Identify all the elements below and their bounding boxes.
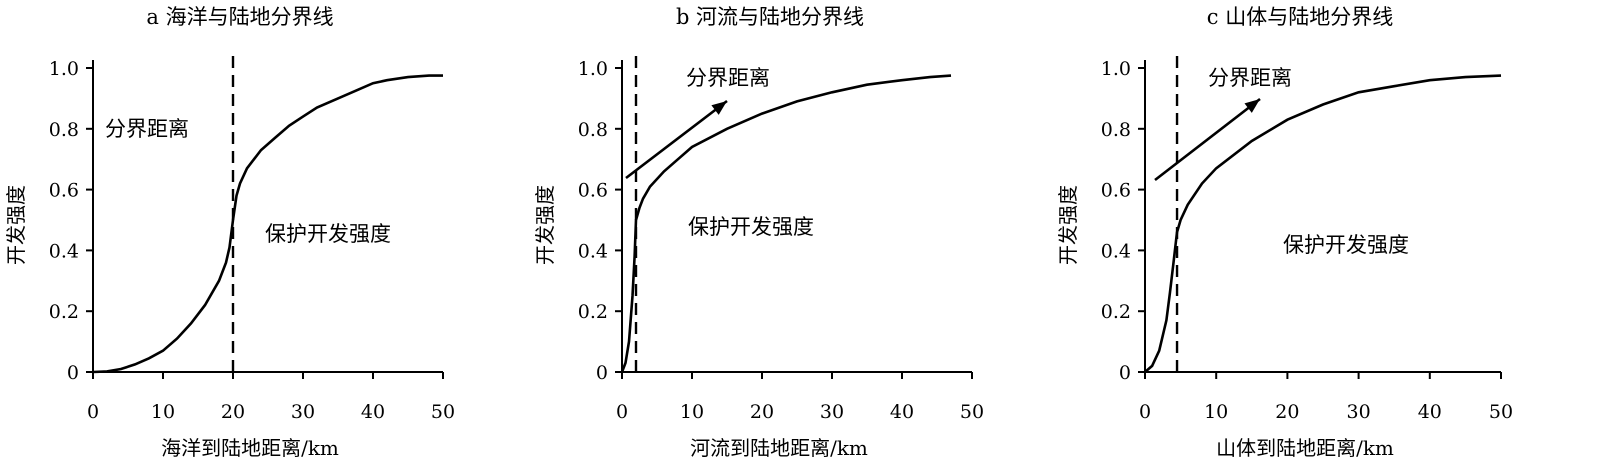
boundary-distance-label: 分界距离 [105, 117, 189, 141]
development-curve [620, 74, 952, 373]
y-tick-label: 0 [596, 362, 608, 384]
arrow-head-icon [1244, 99, 1260, 113]
chart-title: b 河流与陆地分界线 [676, 5, 864, 29]
x-tick-label: 20 [750, 401, 774, 423]
x-axis-label: 河流到陆地距离/km [690, 436, 868, 460]
y-tick-label: 0.8 [49, 119, 79, 141]
x-tick-label: 40 [890, 401, 914, 423]
y-axis-label: 开发强度 [533, 185, 557, 265]
x-tick-label: 30 [820, 401, 844, 423]
boundary-distance-label: 分界距离 [686, 66, 770, 90]
development-curve [1144, 74, 1502, 373]
x-tick-label: 0 [616, 401, 628, 423]
chart-title: c 山体与陆地分界线 [1207, 5, 1393, 29]
y-tick-label: 0.4 [1101, 240, 1131, 262]
y-axis-label: 开发强度 [1056, 185, 1080, 265]
protected-intensity-label: 保护开发强度 [1283, 233, 1409, 257]
x-tick-label: 50 [1489, 401, 1513, 423]
protected-intensity-label: 保护开发强度 [265, 222, 391, 246]
x-axis-label: 山体到陆地距离/km [1216, 436, 1394, 460]
boundary-distance-label: 分界距离 [1208, 66, 1292, 90]
y-tick-label: 0 [67, 362, 79, 384]
x-tick-label: 20 [221, 401, 245, 423]
x-tick-label: 0 [1139, 401, 1151, 423]
x-tick-label: 30 [291, 401, 315, 423]
x-tick-label: 10 [680, 401, 704, 423]
y-tick-label: 0.6 [49, 180, 79, 202]
y-tick-label: 0.8 [578, 119, 608, 141]
y-tick-label: 0.2 [578, 301, 608, 323]
boundary-distance-arrow [1154, 97, 1261, 182]
x-tick-label: 50 [960, 401, 984, 423]
x-tick-label: 30 [1347, 401, 1371, 423]
x-axis-label: 海洋到陆地距离/km [161, 436, 339, 460]
y-tick-label: 0.4 [578, 240, 608, 262]
y-tick-label: 0.2 [1101, 301, 1131, 323]
chart-panel-1: a 海洋与陆地分界线 0 10 20 30 40 50 0 0.2 0.4 0.6 0.8 1.0 海洋到… [4, 5, 455, 460]
y-tick-label: 1.0 [49, 58, 79, 80]
x-tick-label: 50 [431, 401, 455, 423]
y-tick-label: 0 [1119, 362, 1131, 384]
protected-intensity-label: 保护开发强度 [688, 215, 814, 239]
y-tick-label: 0.2 [49, 301, 79, 323]
y-tick-label: 1.0 [578, 58, 608, 80]
y-axis-label: 开发强度 [4, 185, 28, 265]
chart-panel-2: b 河流与陆地分界线 0 10 20 30 40 50 0 0.2 0.4 0.6 0.8 1.0 河流到… [533, 5, 984, 460]
x-tick-label: 40 [361, 401, 385, 423]
x-tick-label: 10 [151, 401, 175, 423]
y-tick-label: 1.0 [1101, 58, 1131, 80]
x-tick-label: 40 [1418, 401, 1442, 423]
x-tick-label: 20 [1275, 401, 1299, 423]
y-tick-label: 0.8 [1101, 119, 1131, 141]
development-curve [92, 74, 443, 374]
x-tick-label: 10 [1204, 401, 1228, 423]
arrow-head-icon [711, 101, 727, 115]
chart-title: a 海洋与陆地分界线 [146, 5, 333, 29]
x-tick-label: 0 [87, 401, 99, 423]
chart-panel-3: c 山体与陆地分界线 0 10 20 30 40 50 0 0.2 0.4 0.6 0.8 1.0 山体到… [1056, 5, 1513, 460]
y-tick-label: 0.6 [1101, 180, 1131, 202]
boundary-distance-arrow [625, 99, 728, 180]
y-tick-label: 0.4 [49, 240, 79, 262]
y-tick-label: 0.6 [578, 180, 608, 202]
